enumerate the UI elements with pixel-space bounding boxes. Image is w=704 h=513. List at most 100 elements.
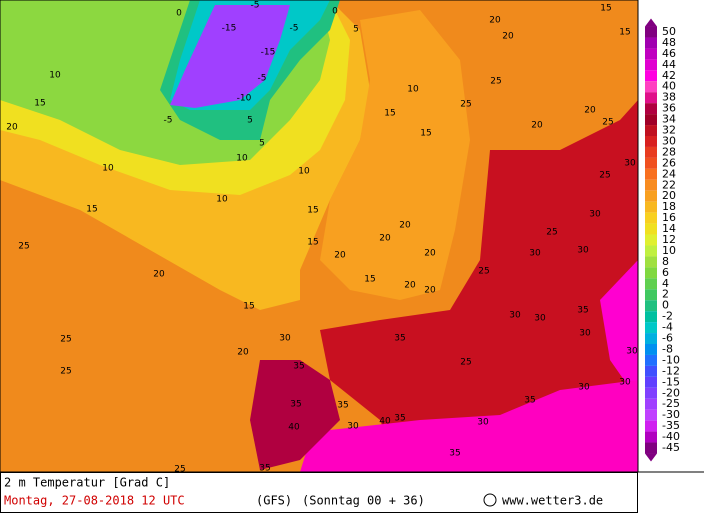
scale-swatch [645, 387, 657, 399]
scale-label: 28 [662, 145, 676, 158]
contour-label: 10 [236, 154, 248, 164]
contour-label: 30 [534, 314, 546, 324]
contour-label: 25 [60, 367, 71, 377]
scale-swatch [645, 322, 657, 334]
contour-label: 30 [619, 378, 631, 388]
map-field [0, 0, 638, 472]
contour-label: -5 [251, 1, 260, 11]
contour-label: 20 [334, 251, 346, 261]
scale-swatch [645, 256, 657, 268]
contour-label: 35 [290, 400, 301, 410]
contour-label: 35 [259, 464, 270, 474]
scale-label: -40 [662, 430, 680, 443]
contour-label: 10 [407, 85, 419, 95]
contour-label: -5 [164, 116, 173, 126]
scale-swatch [645, 37, 657, 49]
contour-label: -5 [290, 24, 299, 34]
contour-label: 30 [589, 210, 601, 220]
contour-label: 30 [626, 347, 638, 357]
scale-label: 30 [662, 134, 676, 147]
scale-label: 32 [662, 124, 676, 137]
scale-swatch [645, 157, 657, 169]
contour-label: 40 [379, 417, 391, 427]
scale-label: 0 [662, 299, 669, 312]
scale-swatch [645, 26, 657, 38]
contour-label: 25 [599, 171, 610, 181]
scale-label: 22 [662, 178, 676, 191]
contour-label: 20 [237, 348, 249, 358]
contour-label: 20 [502, 32, 514, 42]
scale-swatch [645, 136, 657, 147]
scale-label: -45 [662, 441, 680, 454]
scale-swatch [645, 245, 657, 257]
contour-label: -5 [258, 74, 267, 84]
scale-label: 14 [662, 222, 676, 235]
contour-label: 30 [577, 246, 589, 256]
contour-label: 30 [578, 383, 590, 393]
contour-label: 20 [424, 286, 436, 296]
contour-label: 40 [288, 423, 300, 433]
contour-label: 20 [424, 249, 436, 259]
contour-label: 35 [394, 414, 405, 424]
scale-swatch [645, 92, 657, 104]
model: (GFS) [256, 494, 292, 508]
scale-label: -15 [662, 375, 680, 388]
contour-label: 35 [524, 396, 535, 406]
scale-label: 12 [662, 233, 676, 246]
contour-label: -15 [222, 24, 237, 34]
scale-swatch [645, 354, 657, 366]
scale-swatch [645, 278, 657, 290]
scale-label: 50 [662, 25, 676, 38]
contour-label: 5 [247, 116, 253, 126]
scale-swatch [645, 365, 657, 377]
scale-label: 20 [662, 189, 676, 202]
scale-label: 48 [662, 36, 676, 49]
scale-label: 10 [662, 244, 676, 257]
contour-label: 25 [174, 465, 185, 475]
scale-label: -30 [662, 408, 680, 421]
contour-label: 15 [364, 275, 375, 285]
contour-label: 15 [384, 109, 395, 119]
scale-label: 6 [662, 266, 669, 279]
scale-swatch [645, 59, 657, 71]
scale-tip [645, 18, 657, 27]
contour-label: 30 [477, 418, 489, 428]
contour-label: 30 [347, 422, 359, 432]
contour-label: 15 [86, 205, 97, 215]
contour-label: 20 [379, 234, 391, 244]
scale-swatch [645, 442, 657, 454]
contour-label: 15 [34, 99, 45, 109]
scale-swatch [645, 398, 657, 410]
contour-label: 10 [49, 71, 61, 81]
scale-label: 8 [662, 255, 669, 268]
scale-label: -2 [662, 310, 673, 323]
variable: 2 m Temperatur [Grad C] [4, 476, 170, 490]
contour-label: 25 [546, 228, 557, 238]
contour-label: 25 [490, 77, 501, 87]
scale-swatch [645, 125, 657, 136]
scale-swatch [645, 420, 657, 432]
scale-swatch [645, 376, 657, 388]
contour-label: 30 [579, 329, 591, 339]
contour-label: 35 [577, 306, 588, 316]
contour-label: 30 [529, 249, 541, 259]
contour-label: 0 [176, 9, 182, 19]
scale-swatch [645, 223, 657, 235]
contour-label: 25 [18, 242, 29, 252]
contour-label: -10 [237, 94, 252, 104]
scale-swatch [645, 212, 657, 224]
contour-label: 10 [102, 164, 114, 174]
contour-label: 35 [337, 401, 348, 411]
contour-label: -15 [261, 48, 276, 58]
contour-label: 15 [307, 238, 318, 248]
scale-label: 44 [662, 58, 676, 71]
scale-label: -20 [662, 386, 680, 399]
scale-swatch [645, 234, 657, 246]
scale-swatch [645, 344, 657, 355]
scale-label: -25 [662, 397, 680, 410]
contour-label: 35 [293, 362, 304, 372]
scale-label: 24 [662, 167, 676, 180]
contour-label: 0 [332, 7, 338, 17]
date: Montag, 27-08-2018 12 UTC [4, 494, 185, 508]
